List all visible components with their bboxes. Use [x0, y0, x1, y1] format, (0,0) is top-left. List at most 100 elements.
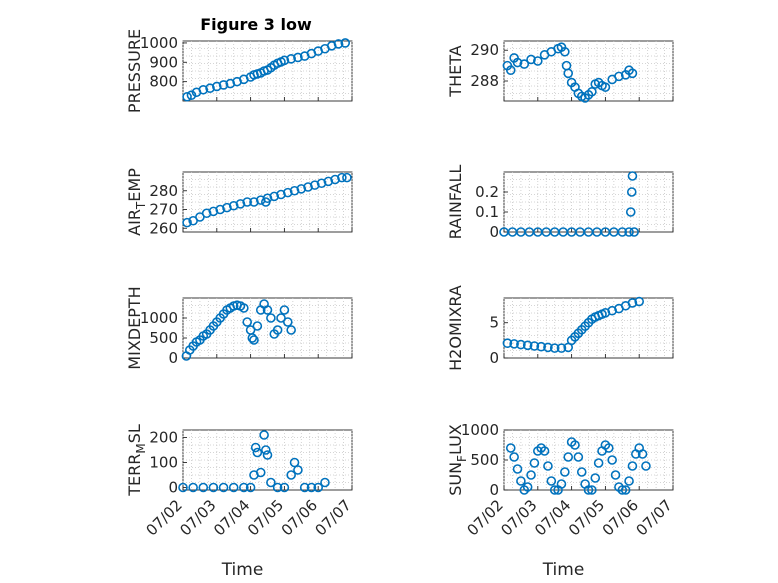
data-point: [255, 195, 266, 205]
data-point: [276, 189, 286, 200]
data-point: [279, 482, 290, 493]
data-point: [215, 204, 225, 215]
data-point: [627, 461, 638, 471]
data-point: [252, 321, 263, 331]
x-axis-label: Time: [542, 560, 585, 580]
data-point: [573, 452, 584, 462]
data-point: [262, 305, 273, 315]
data-point: [182, 91, 192, 102]
data-point: [228, 482, 239, 493]
data-point: [641, 461, 651, 471]
y-tick-label: 0: [489, 223, 499, 241]
data-point: [502, 338, 513, 348]
data-point: [342, 172, 352, 183]
data-point: [198, 482, 209, 493]
data-point: [536, 341, 546, 352]
data-point: [252, 447, 263, 458]
data-point: [539, 446, 550, 456]
y-tick-label: 0: [489, 349, 499, 367]
data-point: [289, 185, 300, 196]
data-point: [293, 52, 303, 63]
data-point: [614, 71, 624, 82]
data-point: [522, 340, 533, 351]
chart-panel-2: 288 290 THETA: [446, 40, 674, 103]
data-point: [186, 90, 197, 100]
data-point: [218, 80, 229, 90]
y-tick-label: 1000: [140, 34, 178, 52]
data-point: [208, 206, 219, 217]
x-tick-label: 07/03: [497, 496, 540, 539]
data-point: [543, 342, 553, 353]
data-point: [519, 59, 530, 69]
data-point: [600, 82, 611, 92]
x-tick-label: 07/04: [210, 496, 253, 539]
data-point: [247, 333, 258, 343]
data-point: [546, 476, 557, 486]
y-axis-label: RAINFALL: [446, 165, 465, 240]
data-point: [624, 227, 634, 237]
data-point: [576, 467, 587, 477]
data-point: [272, 482, 283, 493]
data-point: [626, 187, 637, 197]
data-point: [624, 476, 634, 486]
data-point: [296, 184, 307, 194]
y-axis-label: MIXDEPTH: [125, 286, 144, 369]
y-tick-label: 1000: [461, 421, 499, 439]
data-point: [239, 303, 249, 313]
data-point: [333, 39, 344, 49]
data-point: [316, 178, 327, 189]
data-point: [532, 56, 543, 66]
data-point: [560, 467, 570, 477]
data-point: [269, 191, 280, 202]
data-point: [208, 482, 219, 493]
data-point: [178, 482, 188, 493]
data-point: [610, 470, 621, 480]
data-point: [620, 485, 631, 495]
data-point: [320, 477, 330, 488]
data-point: [627, 298, 638, 308]
data-point: [272, 325, 283, 335]
data-point: [313, 482, 324, 493]
data-point: [262, 450, 273, 460]
data-point: [205, 83, 215, 94]
data-point: [627, 68, 638, 79]
x-tick-label: 07/02: [143, 496, 186, 539]
data-point: [299, 482, 310, 493]
data-point: [282, 187, 293, 198]
y-axis-label: THETA: [446, 45, 465, 97]
data-point: [634, 296, 645, 307]
data-point: [516, 339, 526, 350]
y-tick-label: 280: [149, 182, 178, 200]
y-tick-label: 0: [168, 479, 178, 497]
y-tick-label: 0.2: [475, 183, 499, 201]
y-tick-label: 200: [149, 429, 178, 447]
data-point: [323, 176, 334, 187]
data-point: [556, 479, 567, 489]
data-point: [279, 55, 290, 66]
data-point: [512, 464, 523, 474]
data-point: [637, 449, 648, 459]
x-tick-label: 07/05: [244, 496, 287, 539]
figure-title: Figure 3 low: [200, 15, 312, 34]
data-point: [603, 443, 614, 453]
data-point: [563, 68, 574, 79]
data-point: [276, 313, 286, 323]
y-tick-label: 290: [470, 41, 499, 59]
chart-panel-6: 0 5 H2OMIXRA: [446, 285, 674, 371]
y-tick-label: 0: [168, 349, 178, 367]
data-point: [556, 343, 567, 353]
y-tick-label: 1000: [140, 309, 178, 327]
data-point: [505, 443, 516, 453]
data-point: [303, 182, 313, 192]
data-point: [279, 305, 290, 315]
data-point: [249, 335, 259, 345]
data-point: [250, 442, 261, 453]
y-tick-label: 900: [149, 53, 178, 71]
y-tick-label: 500: [149, 329, 178, 347]
data-point: [261, 445, 271, 455]
data-point: [306, 482, 317, 493]
data-point: [212, 81, 222, 92]
